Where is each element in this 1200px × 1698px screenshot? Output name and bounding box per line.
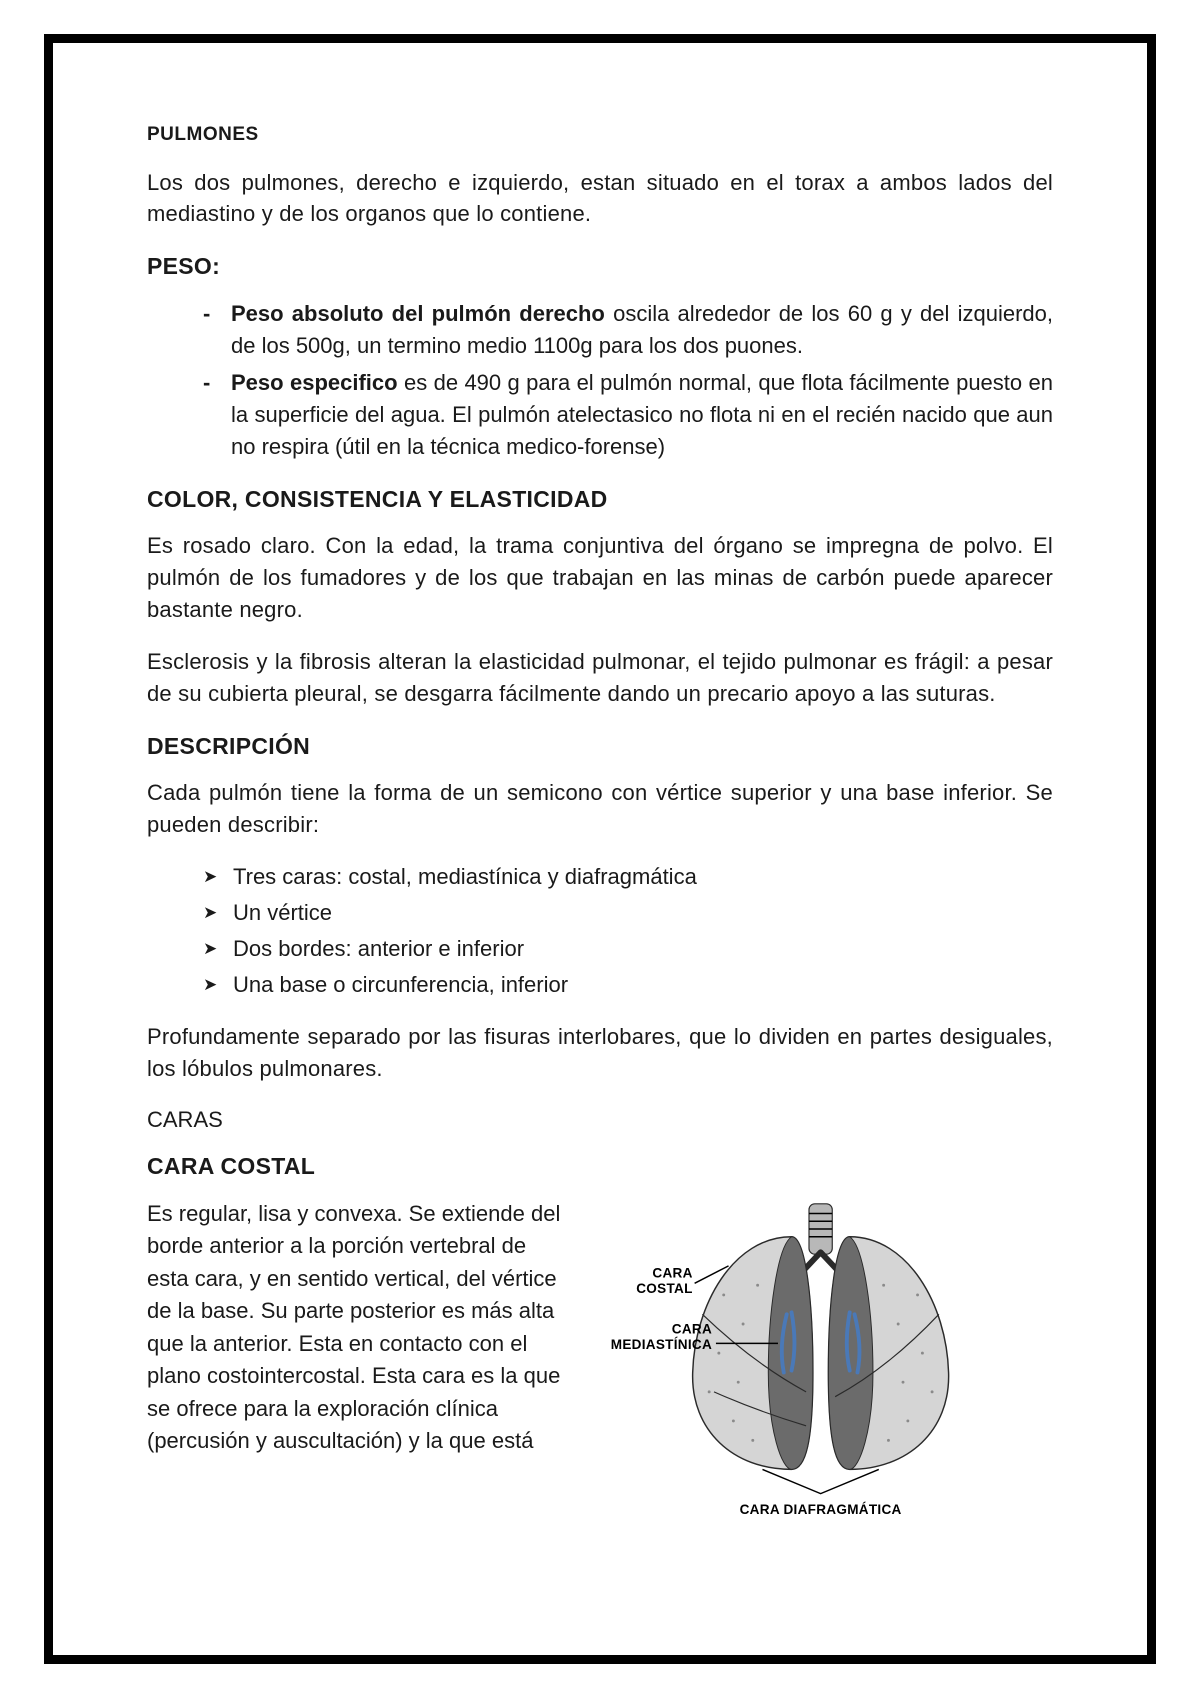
peso-list: Peso absoluto del pulmón derecho oscila … bbox=[147, 298, 1053, 463]
lung-figure-col: CARA COSTAL CARA MEDIASTÍNICA CARA DIAFR… bbox=[588, 1198, 1053, 1536]
left-lung bbox=[828, 1236, 948, 1469]
page: PULMONES Los dos pulmones, derecho e izq… bbox=[0, 0, 1200, 1698]
cara-costal-text-col: Es regular, lisa y convexa. Se extiende … bbox=[147, 1198, 564, 1458]
label-mediastinica-2: MEDIASTÍNICA bbox=[610, 1337, 711, 1352]
peso-item-2-bold: Peso especifico bbox=[231, 370, 398, 395]
desc-bullet-3: Dos bordes: anterior e inferior bbox=[203, 933, 1053, 965]
label-costal-1: CARA bbox=[652, 1265, 692, 1280]
cara-costal-row: Es regular, lisa y convexa. Se extiende … bbox=[147, 1198, 1053, 1536]
cara-costal-text: Es regular, lisa y convexa. Se extiende … bbox=[147, 1198, 564, 1458]
leader-diafragmatica bbox=[762, 1469, 878, 1493]
color-heading: COLOR, CONSISTENCIA Y ELASTICIDAD bbox=[147, 483, 1053, 516]
descripcion-list: Tres caras: costal, mediastínica y diafr… bbox=[147, 861, 1053, 1001]
peso-item-1: Peso absoluto del pulmón derecho oscila … bbox=[203, 298, 1053, 362]
label-mediastinica-1: CARA bbox=[672, 1321, 712, 1336]
descripcion-p2: Profundamente separado por las fisuras i… bbox=[147, 1021, 1053, 1085]
main-title: PULMONES bbox=[147, 121, 1053, 149]
color-p1: Es rosado claro. Con la edad, la trama c… bbox=[147, 530, 1053, 626]
lung-diagram: CARA COSTAL CARA MEDIASTÍNICA CARA DIAFR… bbox=[588, 1198, 1053, 1528]
desc-bullet-4: Una base o circunferencia, inferior bbox=[203, 969, 1053, 1001]
right-lung bbox=[692, 1236, 812, 1469]
intro-paragraph: Los dos pulmones, derecho e izquierdo, e… bbox=[147, 167, 1053, 231]
label-diafragmatica: CARA DIAFRAGMÁTICA bbox=[739, 1502, 901, 1517]
cara-costal-heading: CARA COSTAL bbox=[147, 1150, 1053, 1183]
descripcion-p1: Cada pulmón tiene la forma de un semicon… bbox=[147, 777, 1053, 841]
desc-bullet-1: Tres caras: costal, mediastínica y diafr… bbox=[203, 861, 1053, 893]
caras-subheading: CARAS bbox=[147, 1104, 1053, 1136]
descripcion-heading: DESCRIPCIÓN bbox=[147, 730, 1053, 763]
document-frame: PULMONES Los dos pulmones, derecho e izq… bbox=[44, 34, 1156, 1664]
color-p2: Esclerosis y la fibrosis alteran la elas… bbox=[147, 646, 1053, 710]
peso-heading: PESO: bbox=[147, 250, 1053, 283]
peso-item-2: Peso especifico es de 490 g para el pulm… bbox=[203, 367, 1053, 463]
label-costal-2: COSTAL bbox=[636, 1281, 692, 1296]
desc-bullet-2: Un vértice bbox=[203, 897, 1053, 929]
peso-item-1-bold: Peso absoluto del pulmón derecho bbox=[231, 301, 605, 326]
